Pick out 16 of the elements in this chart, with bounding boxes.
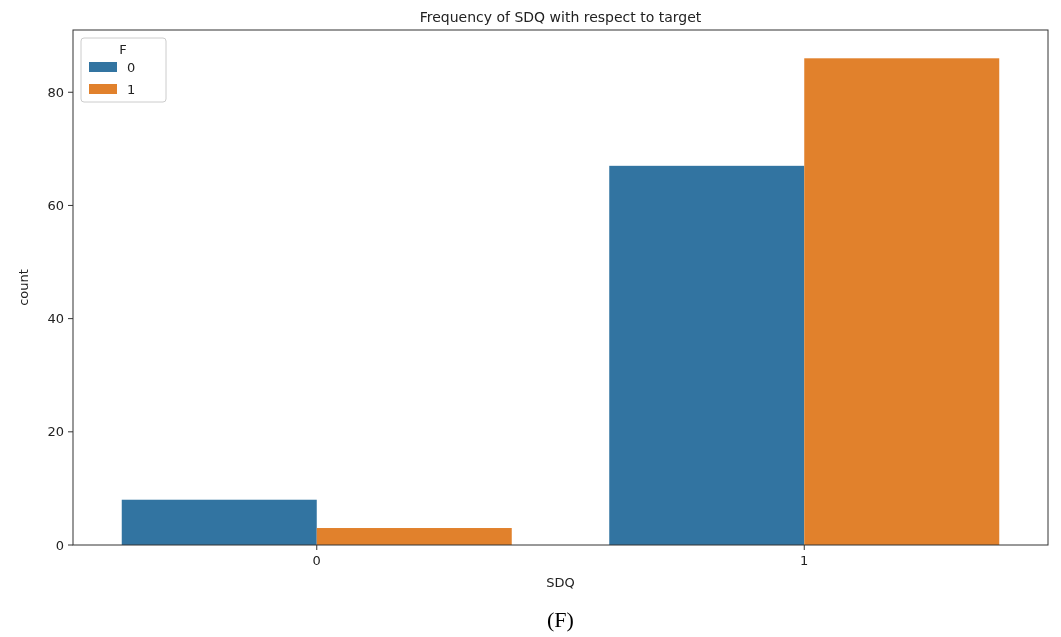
bar bbox=[609, 165, 805, 545]
y-tick-label: 20 bbox=[47, 424, 64, 440]
y-tick-label: 80 bbox=[47, 84, 64, 100]
y-tick-label: 0 bbox=[55, 537, 64, 553]
bar bbox=[121, 499, 317, 545]
legend-title: F bbox=[119, 42, 127, 57]
text: (F) bbox=[547, 607, 574, 632]
chart-title: Frequency of SDQ with respect to target bbox=[419, 9, 702, 25]
y-tick-label: 40 bbox=[47, 311, 64, 327]
y-axis-title: count bbox=[16, 269, 31, 306]
bar bbox=[316, 528, 512, 545]
x-axis-title: SDQ bbox=[546, 575, 575, 590]
legend-label: 1 bbox=[127, 81, 136, 97]
legend-label: 0 bbox=[127, 59, 136, 75]
bar bbox=[804, 58, 1000, 545]
y-tick-label: 60 bbox=[47, 197, 64, 213]
